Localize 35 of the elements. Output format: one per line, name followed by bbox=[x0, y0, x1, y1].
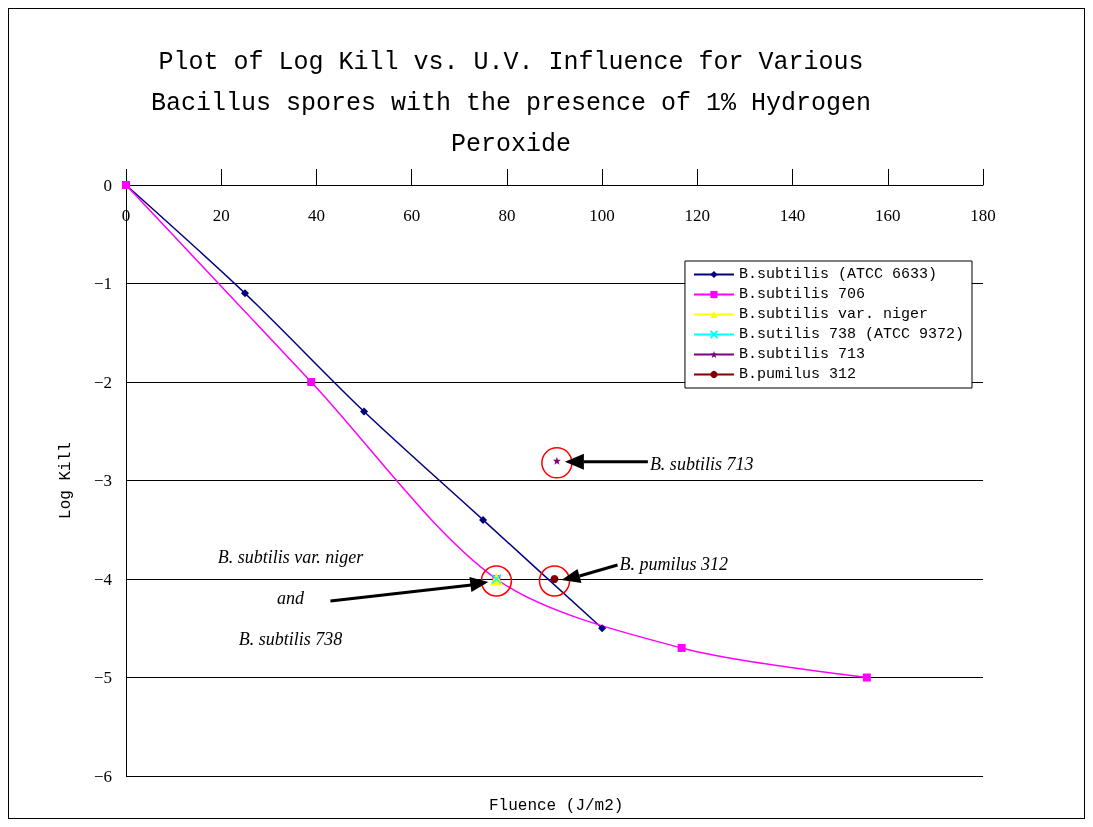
y-tick-label: −1 bbox=[93, 274, 112, 293]
point bbox=[241, 289, 250, 298]
x-tick-label: 80 bbox=[498, 206, 516, 225]
x-tick-label: 120 bbox=[684, 206, 711, 225]
x-tick-label: 40 bbox=[307, 206, 325, 225]
x-tick-label: 140 bbox=[779, 206, 806, 225]
legend-label: B.subtilis (ATCC 6633) bbox=[738, 266, 938, 283]
y-tick-label: −5 bbox=[93, 668, 112, 687]
point bbox=[360, 407, 369, 416]
point bbox=[479, 515, 488, 524]
y-axis-title: Log Kill bbox=[57, 442, 75, 519]
point bbox=[677, 643, 686, 652]
annotation: B. pumilus 312 bbox=[619, 554, 729, 574]
legend-label: B.subtilis 713 bbox=[738, 346, 865, 363]
x-tick-label: 60 bbox=[403, 206, 421, 225]
legend-label: B.sutilis 738 (ATCC 9372) bbox=[738, 326, 965, 343]
point bbox=[307, 378, 316, 386]
x-tick-label: 180 bbox=[970, 206, 996, 225]
x-tick-label: 160 bbox=[875, 206, 901, 225]
point bbox=[598, 624, 607, 633]
x-axis-title: Fluence (J/m2) bbox=[489, 797, 624, 815]
annotation: B. subtilis 713 bbox=[649, 453, 754, 474]
y-tick-label: −3 bbox=[93, 471, 112, 490]
y-tick-label: −4 bbox=[93, 569, 113, 589]
x-tick-label: 20 bbox=[212, 206, 230, 225]
chart-title: Plot of Log Kill vs. U.V. Influence for Various Bacillus spores with the presence of 1% Hydrogen Peroxide bbox=[150, 48, 872, 159]
y-tick-label: 0 bbox=[103, 175, 112, 195]
legend-label: B.pumilus 312 bbox=[738, 366, 856, 383]
legend-label: B.subtilis 706 bbox=[738, 286, 865, 303]
legend-label: B.subtilis var. niger bbox=[738, 306, 928, 323]
annotation: B. subtilis var. niger and B. subtilis 738 bbox=[217, 547, 365, 649]
point bbox=[862, 673, 871, 682]
x-tick-label: 100 bbox=[589, 206, 615, 225]
y-tick-label: −6 bbox=[93, 766, 112, 786]
y-tick-label: −2 bbox=[93, 372, 112, 392]
